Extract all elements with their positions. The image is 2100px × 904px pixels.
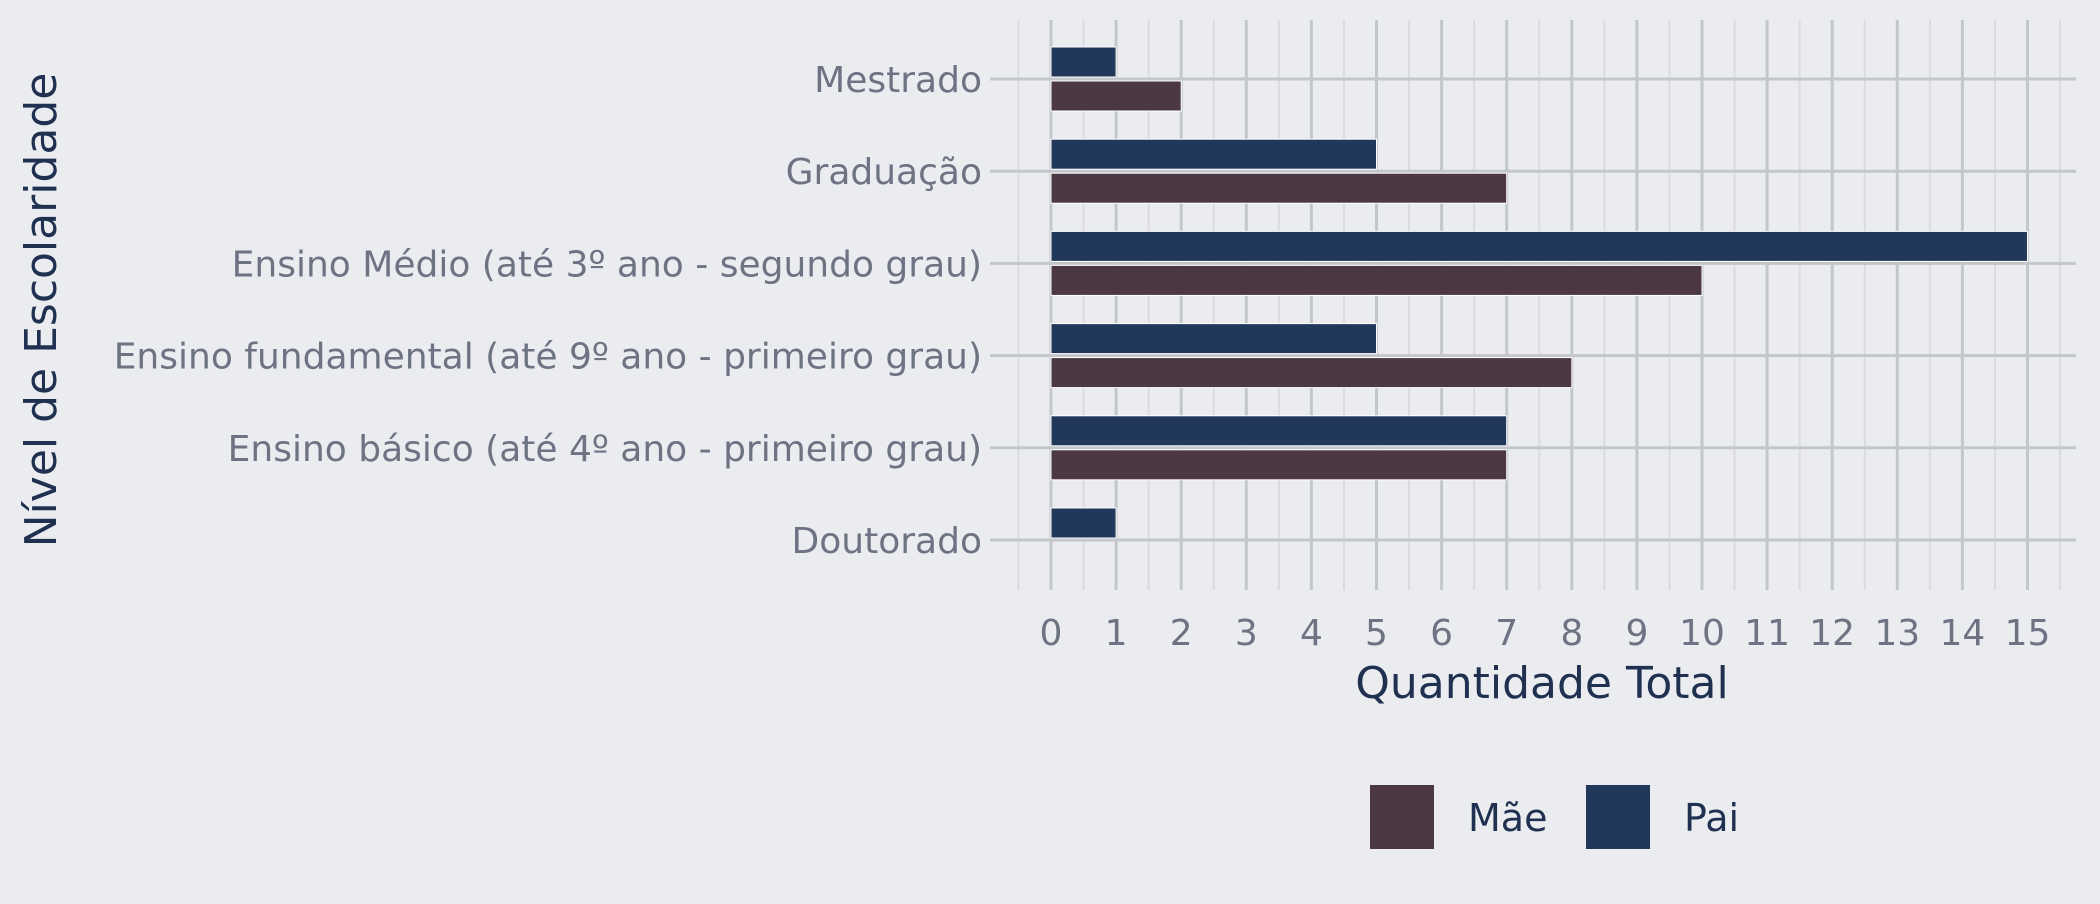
x-tick-label: 12 <box>1809 613 1855 654</box>
x-tick-label: 4 <box>1300 613 1323 654</box>
bar-mae <box>1050 80 1182 112</box>
x-tick-label: 6 <box>1430 613 1453 654</box>
y-tick-label: Doutorado <box>792 521 982 562</box>
legend-swatch-mae <box>1370 785 1434 849</box>
bar-mae <box>1050 449 1508 481</box>
y-tick-label: Ensino fundamental (até 9º ano - primeir… <box>114 337 982 378</box>
bar-mae <box>1050 357 1573 389</box>
x-axis-title: Quantidade Total <box>1355 658 1728 709</box>
x-tick-label: 8 <box>1560 613 1583 654</box>
x-tick-label: 7 <box>1495 613 1518 654</box>
x-tick-label: 10 <box>1679 613 1725 654</box>
x-tick-label: 5 <box>1365 613 1388 654</box>
x-tick-label: 0 <box>1040 613 1063 654</box>
legend-label-mae: Mãe <box>1468 796 1547 840</box>
bar-pai <box>1050 415 1508 447</box>
x-tick-label: 11 <box>1744 613 1790 654</box>
bar-pai <box>1050 230 2028 262</box>
bars-layer <box>1050 46 2028 539</box>
bar-mae <box>1050 172 1508 204</box>
y-tick-label: Graduação <box>786 152 982 193</box>
legend-label-pai: Pai <box>1684 796 1739 840</box>
legend: Mãe Pai <box>1370 785 1739 849</box>
legend-swatch-pai <box>1586 785 1650 849</box>
bar-pai <box>1050 46 1117 78</box>
x-tick-label: 14 <box>1939 613 1985 654</box>
bar-pai <box>1050 138 1377 170</box>
x-tick-label: 9 <box>1625 613 1648 654</box>
y-axis-title: Nível de Escolaridade <box>16 73 67 548</box>
y-tick-label: Ensino básico (até 4º ano - primeiro gra… <box>228 429 982 470</box>
x-tick-label: 3 <box>1235 613 1258 654</box>
bar-pai <box>1050 507 1117 539</box>
category-labels: Doutorado Ensino básico (até 4º ano - pri… <box>114 60 982 562</box>
x-tick-label: 13 <box>1874 613 1920 654</box>
y-tick-label: Ensino Médio (até 3º ano - segundo grau) <box>232 244 982 285</box>
y-tick-label: Mestrado <box>814 60 982 101</box>
x-tick-labels: 0 1 2 3 4 5 6 7 8 9 10 11 12 13 14 15 <box>1040 613 2051 654</box>
x-tick-label: 15 <box>2005 613 2051 654</box>
bar-mae <box>1050 264 1703 296</box>
x-tick-label: 2 <box>1170 613 1193 654</box>
grid-layer <box>990 20 2076 590</box>
x-tick-label: 1 <box>1105 613 1128 654</box>
bar-pai <box>1050 323 1377 355</box>
